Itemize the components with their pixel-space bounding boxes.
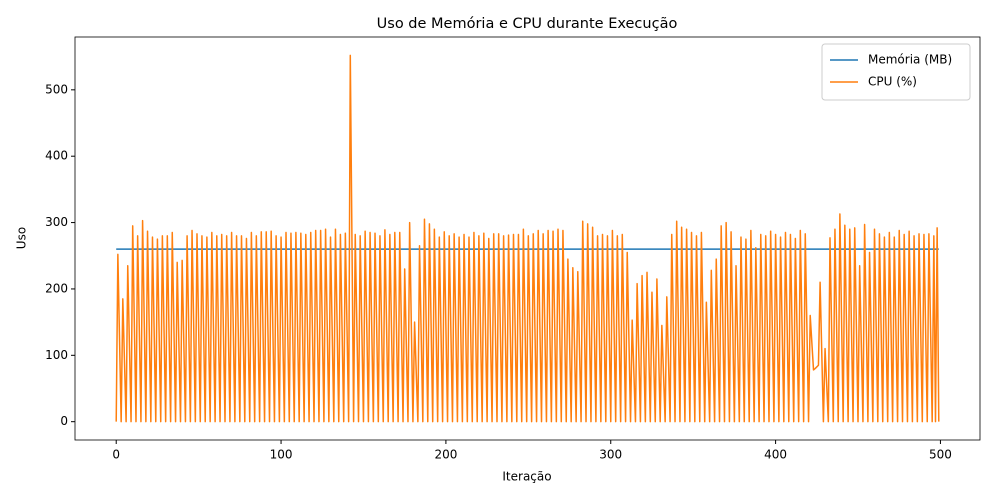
legend-label: Memória (MB)	[868, 53, 952, 67]
x-tick-label: 400	[764, 448, 787, 462]
x-tick-label: 100	[270, 448, 293, 462]
y-tick-label: 400	[45, 149, 68, 163]
y-tick-label: 500	[45, 82, 68, 96]
x-tick-label: 300	[599, 448, 622, 462]
y-tick-label: 200	[45, 281, 68, 295]
y-tick-label: 300	[45, 215, 68, 229]
x-tick-label: 200	[434, 448, 457, 462]
x-tick-label: 500	[929, 448, 952, 462]
x-axis-label: Iteração	[502, 470, 551, 484]
series-line	[115, 54, 940, 423]
y-axis-label: Uso	[15, 227, 29, 249]
chart-title: Uso de Memória e CPU durante Execução	[377, 16, 678, 32]
legend-label: CPU (%)	[868, 75, 917, 89]
x-tick-label: 0	[112, 448, 120, 462]
y-tick-label: 100	[45, 348, 68, 362]
plot-frame	[74, 36, 981, 441]
y-tick-label: 0	[60, 414, 68, 428]
legend-box	[821, 43, 971, 101]
